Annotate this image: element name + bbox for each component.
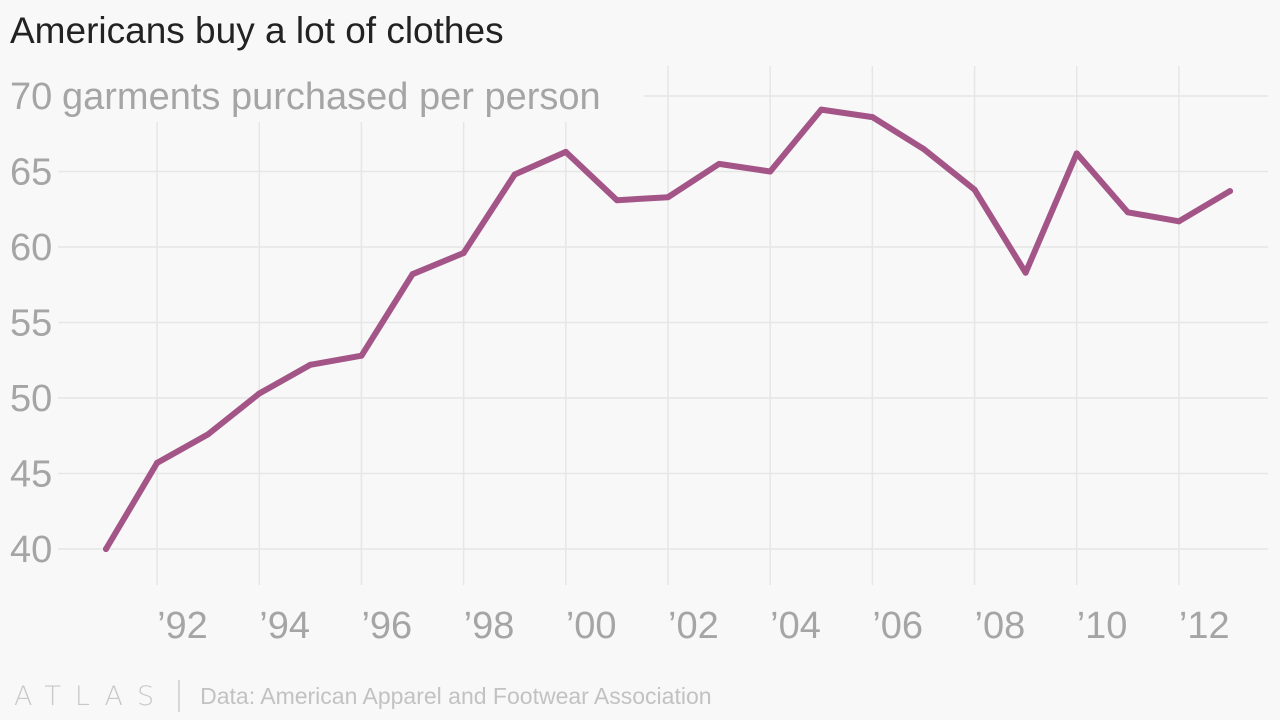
data-point	[869, 114, 876, 121]
data-point	[1227, 188, 1233, 195]
x-grid	[156, 66, 1180, 585]
x-tick-label: ’98	[464, 605, 515, 647]
data-point	[613, 197, 620, 204]
y-tick-label: 65	[10, 152, 52, 194]
y-tick-label: 40	[10, 529, 52, 571]
y-tick-label: 50	[10, 378, 52, 420]
x-tick-label: ’08	[975, 605, 1026, 647]
y-tick-label: 60	[10, 227, 52, 269]
data-point	[1124, 209, 1131, 216]
data-point	[1073, 150, 1080, 157]
source-note: Data: American Apparel and Footwear Asso…	[200, 682, 712, 709]
y-tick-label-background	[4, 221, 58, 269]
data-point	[1022, 269, 1029, 276]
y-axis: 40 45 50 55 60 65 70 garments purchased per per…	[4, 66, 644, 571]
x-axis: ’92 ’94 ’96 ’98 ’00 ’02 ’04 ’06 ’08 ’10 ’12	[157, 605, 1230, 647]
data-point	[460, 250, 467, 257]
data-point	[154, 459, 161, 466]
x-tick-label: ’00	[566, 605, 617, 647]
unit-label: garments purchased per person	[62, 76, 601, 118]
data-point	[256, 390, 263, 397]
x-tick-label: ’02	[668, 605, 719, 647]
x-tick-label: ’12	[1179, 605, 1230, 647]
y-tick-label: 70	[10, 76, 52, 118]
y-tick-label-background	[4, 296, 58, 345]
unit-label-background	[4, 66, 644, 122]
data-point	[716, 160, 723, 167]
y-tick-label: 55	[10, 303, 52, 345]
data-point	[307, 361, 314, 368]
y-grid	[4, 95, 1268, 550]
y-tick-label-background	[4, 447, 58, 496]
x-tick-label: ’04	[770, 605, 821, 647]
data-point	[562, 148, 569, 155]
atlas-logo: ATLAS	[14, 680, 169, 712]
data-point	[818, 106, 825, 113]
data-point	[358, 352, 365, 359]
data-point	[767, 168, 774, 175]
footer-divider	[178, 680, 181, 712]
data-point	[511, 171, 518, 178]
y-tick-label: 45	[10, 454, 52, 496]
series-layer	[103, 106, 1233, 552]
y-tick-label-background	[4, 523, 58, 571]
x-tick-label: ’96	[361, 605, 412, 647]
x-tick-label: ’06	[872, 605, 923, 647]
x-tick-label: ’92	[157, 605, 208, 647]
data-point	[205, 431, 212, 438]
x-tick-label: ’10	[1077, 605, 1128, 647]
data-point	[103, 546, 109, 552]
data-point	[1175, 218, 1182, 225]
data-point	[920, 145, 927, 152]
footer: ATLAS Data: American Apparel and Footwea…	[14, 678, 712, 714]
data-point	[665, 194, 671, 201]
data-point	[971, 186, 978, 193]
data-point	[409, 271, 416, 278]
chart-title: Americans buy a lot of clothes	[10, 10, 504, 51]
x-tick-label: ’94	[259, 605, 310, 647]
y-tick-label-background	[4, 145, 58, 194]
y-tick-label-background	[4, 372, 58, 420]
